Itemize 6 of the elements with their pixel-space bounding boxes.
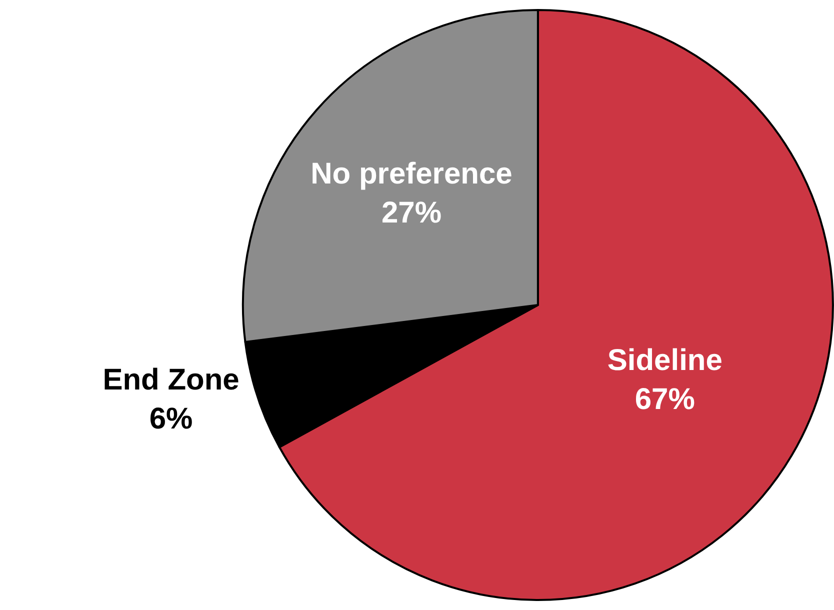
- slice-label: No preference: [310, 158, 512, 191]
- slice-label: End Zone: [102, 364, 240, 397]
- data-label: 67%: [634, 383, 695, 416]
- data-label: 27%: [381, 196, 442, 230]
- data-label: 6%: [149, 402, 193, 436]
- slice-label: Sideline: [607, 344, 722, 378]
